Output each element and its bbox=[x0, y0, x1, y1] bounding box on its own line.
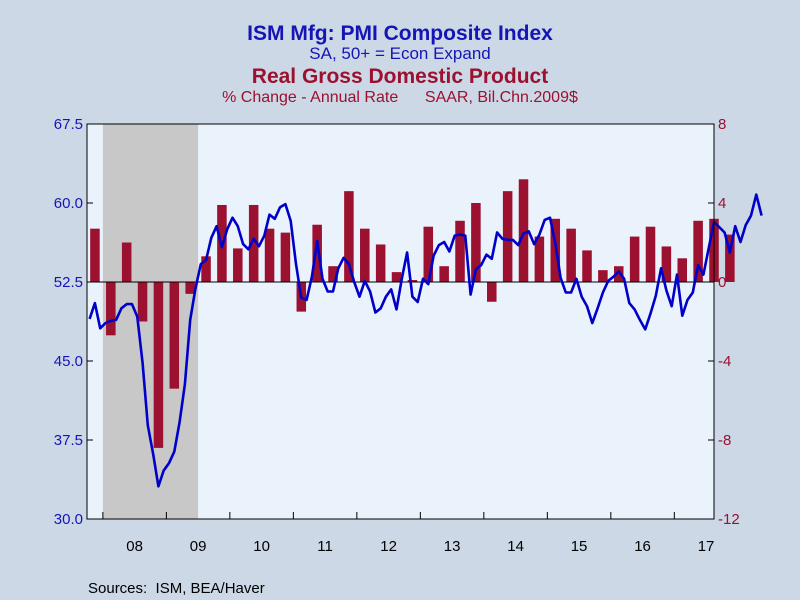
pmi-line bbox=[88, 193, 763, 488]
gdp-bar bbox=[613, 266, 624, 282]
gdp-bar bbox=[137, 282, 148, 322]
gdp-bar bbox=[566, 228, 576, 282]
right-tick-label: -4 bbox=[718, 353, 731, 370]
left-tick-label: 60.0 bbox=[54, 195, 83, 212]
chart-title: ISM Mfg: PMI Composite Index bbox=[247, 22, 553, 45]
bar-series-subtitle: % Change - Annual Rate SAAR, Bil.Chn.200… bbox=[222, 89, 578, 106]
gdp-bar bbox=[201, 256, 211, 282]
pmi-line-path bbox=[88, 193, 763, 488]
x-tick-label: 10 bbox=[253, 538, 270, 555]
gdp-bar bbox=[90, 228, 100, 282]
chart-subtitle: SA, 50+ = Econ Expand bbox=[309, 44, 490, 63]
gdp-bar bbox=[661, 246, 672, 282]
left-tick-label: 67.5 bbox=[54, 116, 83, 133]
gdp-bar bbox=[233, 248, 243, 282]
x-tick-label: 12 bbox=[380, 538, 397, 555]
recession-shade bbox=[102, 124, 199, 519]
gdp-bar bbox=[534, 236, 545, 282]
gdp-bar bbox=[693, 220, 703, 282]
x-tick-label: 14 bbox=[507, 538, 524, 555]
gdp-bar bbox=[312, 224, 322, 282]
gdp-bar bbox=[629, 236, 640, 282]
left-tick-label: 52.5 bbox=[54, 274, 83, 291]
left-tick-label: 37.5 bbox=[54, 432, 83, 449]
x-tick-label: 15 bbox=[571, 538, 588, 555]
right-tick-label: -12 bbox=[718, 511, 740, 528]
x-tick-label: 17 bbox=[698, 538, 715, 555]
axes: 30.0 37.5 45.0 52.5 60.0 67.5 -12 -8 -4 0 4 8 08 09 10… bbox=[54, 116, 740, 555]
plot-area bbox=[87, 124, 714, 519]
gdp-bar bbox=[502, 191, 513, 282]
gdp-bar bbox=[153, 282, 164, 448]
gdp-bar bbox=[360, 228, 370, 282]
gdp-bar bbox=[375, 244, 386, 282]
gdp-bar bbox=[725, 234, 735, 282]
gdp-bar bbox=[645, 226, 656, 282]
right-tick-label: 4 bbox=[718, 195, 726, 212]
gdp-bar bbox=[121, 242, 132, 282]
gdp-bar bbox=[518, 179, 529, 282]
right-tick-label: 0 bbox=[718, 274, 726, 291]
gdp-bar bbox=[391, 272, 402, 282]
gdp-bar bbox=[344, 191, 354, 282]
x-tick-label: 11 bbox=[317, 538, 333, 555]
bar-series-title: Real Gross Domestic Product bbox=[252, 65, 548, 88]
left-tick-label: 30.0 bbox=[54, 511, 83, 528]
gdp-bar bbox=[455, 220, 465, 282]
gdp-bar bbox=[439, 266, 449, 282]
gdp-bar bbox=[185, 282, 195, 294]
right-tick-label: -8 bbox=[718, 432, 731, 449]
right-tick-label: 8 bbox=[718, 116, 726, 133]
gdp-bar bbox=[582, 250, 592, 282]
gdp-bar bbox=[280, 232, 291, 282]
gdp-bar bbox=[106, 282, 116, 336]
source-note: Sources: ISM, BEA/Haver bbox=[88, 580, 265, 597]
gdp-bar bbox=[264, 228, 275, 282]
x-tick-label: 13 bbox=[444, 538, 461, 555]
gdp-bar bbox=[423, 226, 434, 282]
gdp-bar bbox=[598, 270, 608, 282]
gdp-bar bbox=[169, 282, 180, 389]
x-tick-label: 08 bbox=[126, 538, 143, 555]
gdp-bar bbox=[471, 203, 481, 282]
plot-frame bbox=[86, 123, 715, 520]
gdp-bar bbox=[407, 280, 418, 282]
x-tick-label: 16 bbox=[634, 538, 651, 555]
left-tick-label: 45.0 bbox=[54, 353, 83, 370]
gdp-bar bbox=[248, 204, 259, 282]
gdp-bar bbox=[328, 266, 338, 282]
gdp-bar bbox=[677, 258, 688, 282]
gdp-bar bbox=[487, 282, 497, 302]
x-tick-label: 09 bbox=[190, 538, 207, 555]
